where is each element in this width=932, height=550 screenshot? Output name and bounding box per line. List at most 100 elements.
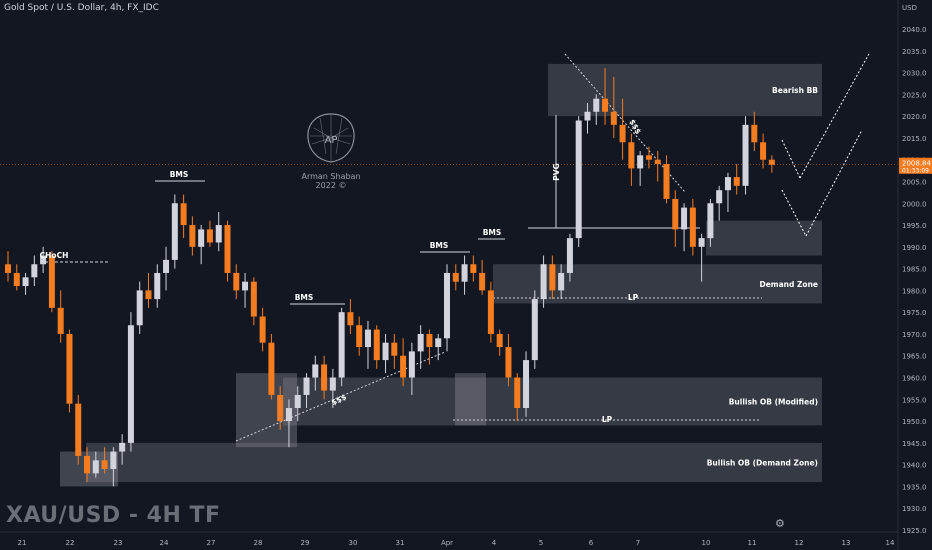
- price-axis[interactable]: 1925.0 1930.0 1935.0 1940.0 1945.0 1950.0 1955…: [897, 0, 932, 550]
- time-tick-label: 6: [589, 539, 594, 547]
- candle-body: [496, 333, 503, 348]
- candle-body: [224, 225, 231, 273]
- price-tick-label: 1995.0: [902, 222, 927, 230]
- price-tick-label: 2020.0: [902, 113, 927, 121]
- candle-body: [338, 312, 345, 378]
- candle: [268, 333, 275, 400]
- candle-body: [452, 272, 459, 282]
- candle-body: [119, 442, 126, 452]
- annotation-label: PVG: [552, 163, 561, 180]
- price-tick-label: 2040.0: [902, 26, 927, 34]
- candle: [136, 281, 143, 334]
- candle-body: [672, 198, 679, 230]
- price-tick-label: 2025.0: [902, 91, 927, 99]
- candle-body: [444, 272, 450, 339]
- candle: [681, 203, 688, 252]
- candle-body: [268, 342, 275, 395]
- time-tick-label: 29: [301, 539, 310, 547]
- zone-rect: [283, 377, 822, 426]
- drawing-line: [805, 129, 863, 237]
- price-tick-label: 1925.0: [902, 527, 927, 535]
- candle-body: [435, 338, 442, 348]
- price-tick-label: 1990.0: [902, 244, 927, 252]
- candle: [645, 146, 652, 169]
- candle: [400, 338, 407, 387]
- zone-label: Bullish OB (Modified): [729, 397, 818, 406]
- price-tick-label: 2015.0: [902, 135, 927, 143]
- candle: [373, 325, 380, 369]
- zone-rect: [706, 220, 822, 256]
- candle-body: [189, 225, 196, 247]
- candle: [602, 68, 609, 125]
- candle-body: [558, 272, 565, 291]
- candle: [417, 325, 424, 369]
- candle: [391, 333, 398, 369]
- candle: [470, 255, 477, 282]
- candle: [66, 329, 73, 413]
- candle: [663, 155, 670, 204]
- candle-body: [198, 229, 205, 247]
- candle-body: [681, 207, 688, 230]
- candle: [558, 264, 565, 300]
- candle: [356, 316, 363, 356]
- candle: [408, 342, 415, 395]
- candle: [672, 190, 679, 247]
- price-axis-bg: [898, 0, 932, 550]
- candle-body: [733, 177, 740, 186]
- candle-body: [602, 98, 609, 112]
- candle-body: [66, 333, 73, 404]
- time-axis[interactable]: 21 22 23 24 27 28 29 30 31 Apr 4 5 6 7 10 11 12 13 14: [0, 531, 898, 547]
- candle-body: [154, 272, 161, 300]
- candle: [575, 116, 582, 247]
- annotation-label: $$$: [627, 118, 643, 136]
- symbol-header: Gold Spot / U.S. Dollar, 4h, FX_IDC: [4, 3, 159, 13]
- candle: [84, 447, 91, 483]
- candle: [426, 329, 433, 365]
- price-tick-label: 1960.0: [902, 375, 927, 383]
- candle-body: [84, 455, 91, 474]
- candle: [619, 98, 626, 160]
- candle: [444, 264, 450, 352]
- candle-body: [707, 203, 714, 239]
- candle: [751, 111, 758, 151]
- candle-body: [426, 333, 433, 348]
- candle: [294, 386, 301, 422]
- brain-icon: AP: [307, 113, 355, 163]
- candle: [724, 172, 731, 212]
- candle-body: [628, 142, 635, 169]
- price-tick-label: 1970.0: [902, 331, 927, 339]
- candle-body: [127, 325, 134, 443]
- candle: [329, 368, 336, 409]
- candles-layer: [5, 68, 775, 487]
- candle-body: [698, 238, 705, 247]
- brain-logo: AP Arman Shaban 2022 ©: [300, 110, 362, 190]
- candle-body: [417, 333, 424, 352]
- candle-body: [294, 394, 301, 409]
- candle-body: [584, 111, 591, 121]
- candle-body: [180, 203, 187, 226]
- candle: [48, 251, 55, 313]
- candle-body: [136, 290, 143, 326]
- candle-body: [40, 255, 47, 265]
- zones-layer: [60, 63, 822, 487]
- candle: [742, 116, 749, 195]
- drawing-line: [799, 51, 871, 179]
- drawing-line: [781, 139, 801, 179]
- candle: [637, 150, 644, 186]
- candle-body: [724, 177, 731, 191]
- candle: [514, 373, 521, 422]
- candle: [242, 272, 249, 308]
- candle: [496, 329, 503, 356]
- candle: [277, 386, 284, 430]
- annotation-label: LP: [628, 293, 639, 302]
- annotation-label: BMS: [170, 170, 189, 179]
- price-tick-label: 1955.0: [902, 396, 927, 404]
- time-tick-label: 21: [18, 539, 27, 547]
- candle-body: [382, 342, 389, 361]
- candle: [13, 264, 20, 291]
- time-tick-label: 24: [160, 539, 169, 547]
- annotation-label: CHoCH: [40, 251, 69, 260]
- tradingview-logo-icon[interactable]: ⚙: [775, 517, 785, 530]
- time-tick-label: 13: [842, 539, 851, 547]
